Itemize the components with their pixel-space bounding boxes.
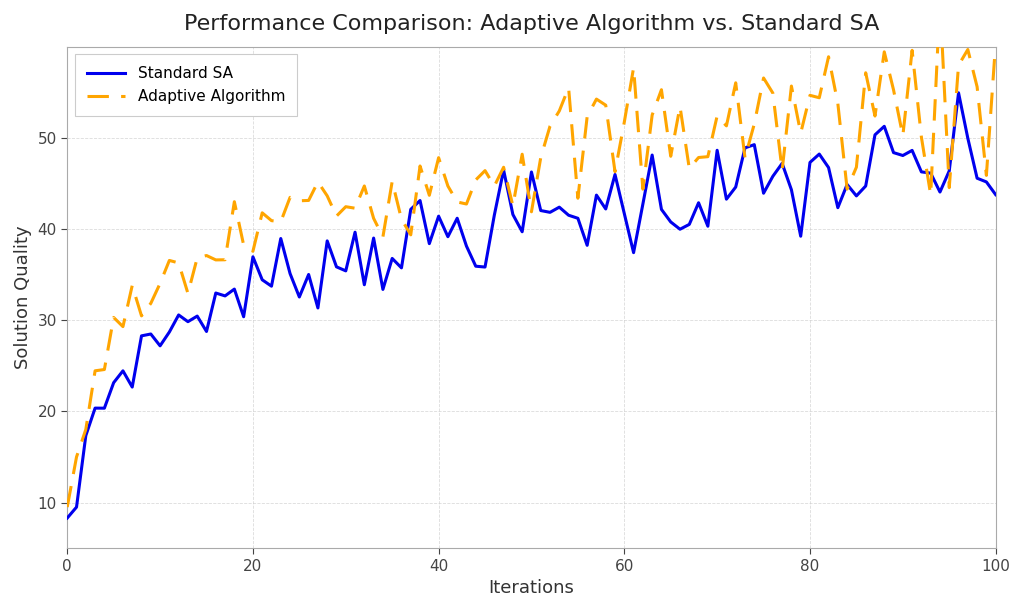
Standard SA: [711, 147, 723, 154]
Adaptive Algorithm: [758, 75, 770, 82]
Adaptive Algorithm: [488, 183, 501, 190]
Standard SA: [952, 89, 965, 97]
Title: Performance Comparison: Adaptive Algorithm vs. Standard SA: Performance Comparison: Adaptive Algorit…: [183, 14, 880, 34]
Y-axis label: Solution Quality: Solution Quality: [14, 225, 32, 369]
Standard SA: [293, 293, 305, 301]
Line: Standard SA: Standard SA: [68, 93, 995, 518]
Standard SA: [61, 514, 74, 522]
Standard SA: [126, 383, 138, 390]
Line: Adaptive Algorithm: Adaptive Algorithm: [68, 0, 995, 507]
Adaptive Algorithm: [61, 503, 74, 511]
X-axis label: Iterations: Iterations: [488, 579, 574, 597]
Adaptive Algorithm: [618, 119, 631, 126]
Adaptive Algorithm: [934, 0, 946, 4]
Adaptive Algorithm: [293, 197, 305, 205]
Adaptive Algorithm: [989, 38, 1001, 46]
Adaptive Algorithm: [711, 112, 723, 120]
Legend: Standard SA, Adaptive Algorithm: Standard SA, Adaptive Algorithm: [75, 54, 297, 116]
Standard SA: [488, 211, 501, 219]
Adaptive Algorithm: [126, 282, 138, 289]
Standard SA: [758, 189, 770, 197]
Standard SA: [989, 191, 1001, 199]
Standard SA: [618, 210, 631, 218]
